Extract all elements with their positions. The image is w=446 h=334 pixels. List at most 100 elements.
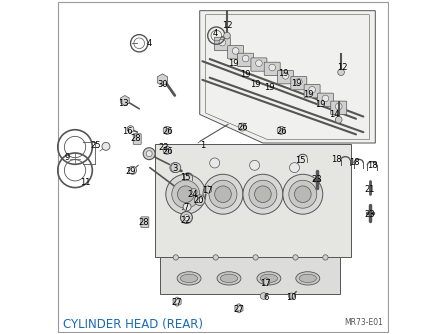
Circle shape: [173, 255, 178, 260]
Circle shape: [338, 69, 344, 75]
Circle shape: [172, 180, 200, 208]
Text: 26: 26: [163, 127, 173, 136]
Circle shape: [163, 126, 171, 134]
Text: 21: 21: [365, 185, 375, 194]
Circle shape: [280, 129, 283, 132]
Ellipse shape: [217, 272, 241, 285]
Circle shape: [293, 255, 298, 260]
Text: 19: 19: [250, 80, 261, 89]
Text: 23: 23: [311, 175, 322, 184]
Text: 10: 10: [286, 293, 297, 302]
Circle shape: [277, 126, 285, 134]
Text: 16: 16: [123, 127, 133, 136]
Text: 19: 19: [277, 69, 288, 78]
Text: 18: 18: [368, 161, 378, 170]
FancyBboxPatch shape: [215, 37, 230, 50]
FancyBboxPatch shape: [141, 217, 149, 227]
Circle shape: [165, 149, 169, 152]
Text: 22: 22: [181, 216, 191, 225]
Circle shape: [223, 32, 230, 39]
Text: 12: 12: [222, 21, 232, 30]
Circle shape: [296, 78, 302, 85]
Text: 4: 4: [213, 29, 218, 38]
Circle shape: [127, 126, 134, 132]
Text: 26: 26: [163, 147, 173, 156]
Circle shape: [213, 255, 219, 260]
Circle shape: [190, 189, 197, 195]
Circle shape: [242, 55, 249, 62]
Circle shape: [260, 293, 267, 299]
Polygon shape: [160, 258, 340, 294]
Circle shape: [163, 146, 171, 154]
Circle shape: [194, 195, 205, 205]
Polygon shape: [155, 144, 351, 258]
Text: 19: 19: [304, 90, 314, 99]
FancyBboxPatch shape: [291, 76, 307, 90]
Circle shape: [253, 255, 258, 260]
Circle shape: [250, 160, 260, 170]
Circle shape: [146, 151, 152, 157]
Text: 19: 19: [315, 100, 325, 109]
Circle shape: [249, 180, 277, 208]
Ellipse shape: [181, 274, 198, 283]
Ellipse shape: [260, 274, 277, 283]
Circle shape: [289, 180, 317, 208]
Circle shape: [256, 60, 262, 66]
FancyBboxPatch shape: [227, 45, 244, 59]
Circle shape: [209, 180, 237, 208]
Circle shape: [269, 64, 276, 71]
Text: 25: 25: [91, 141, 101, 150]
FancyBboxPatch shape: [238, 53, 254, 66]
Polygon shape: [200, 11, 375, 143]
Circle shape: [219, 39, 226, 46]
Ellipse shape: [257, 272, 281, 285]
FancyBboxPatch shape: [251, 58, 267, 71]
Text: 26: 26: [238, 123, 248, 132]
Text: MR73-E01: MR73-E01: [344, 318, 383, 327]
FancyBboxPatch shape: [277, 70, 293, 84]
Text: 30: 30: [157, 80, 168, 89]
Text: 27: 27: [172, 298, 182, 307]
Circle shape: [143, 148, 155, 160]
Text: 18: 18: [349, 158, 359, 167]
Circle shape: [237, 306, 241, 311]
Ellipse shape: [299, 274, 317, 283]
Text: 20: 20: [194, 196, 204, 205]
Text: 19: 19: [228, 59, 238, 68]
Text: 24: 24: [187, 190, 198, 199]
FancyBboxPatch shape: [264, 62, 280, 75]
Text: 6: 6: [263, 293, 268, 302]
Circle shape: [238, 123, 246, 131]
Ellipse shape: [177, 272, 201, 285]
Text: 17: 17: [260, 279, 271, 288]
Text: 1: 1: [200, 141, 206, 150]
Text: 19: 19: [240, 70, 251, 79]
Circle shape: [335, 117, 342, 123]
Text: 23: 23: [364, 210, 375, 219]
Text: 14: 14: [330, 110, 340, 119]
Circle shape: [197, 197, 202, 203]
Circle shape: [294, 186, 311, 202]
Text: 15: 15: [295, 156, 306, 165]
Circle shape: [335, 103, 342, 110]
FancyBboxPatch shape: [318, 93, 334, 107]
Text: 9: 9: [65, 153, 70, 162]
Circle shape: [289, 163, 299, 173]
FancyBboxPatch shape: [133, 134, 141, 144]
Circle shape: [102, 142, 110, 150]
Circle shape: [203, 174, 243, 214]
Ellipse shape: [220, 274, 238, 283]
Circle shape: [171, 163, 181, 173]
Circle shape: [175, 299, 179, 304]
Text: 19: 19: [264, 82, 274, 92]
Circle shape: [128, 166, 136, 174]
Text: 26: 26: [277, 127, 288, 136]
Text: 4: 4: [147, 39, 152, 48]
Text: 29: 29: [125, 167, 136, 176]
Circle shape: [183, 214, 190, 220]
Text: CYLINDER HEAD (REAR): CYLINDER HEAD (REAR): [63, 318, 203, 331]
Text: 28: 28: [139, 218, 149, 227]
Text: 13: 13: [118, 99, 128, 108]
Circle shape: [178, 186, 194, 202]
Circle shape: [255, 186, 271, 202]
